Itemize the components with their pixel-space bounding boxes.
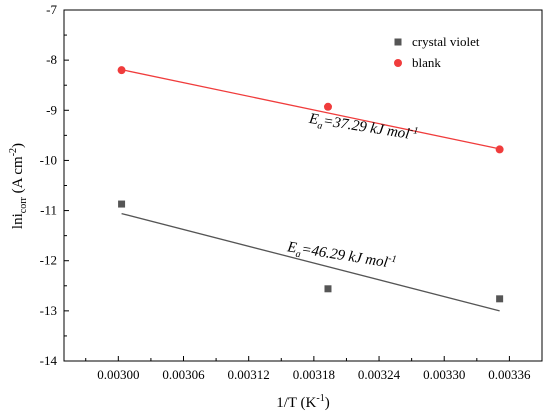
y-tick-label: -8 — [46, 52, 57, 67]
crystal-violet-point — [496, 295, 504, 303]
crystal-violet-fit-line — [121, 212, 500, 312]
annotations: Ea=37.29 kJ mol-1Ea=46.29 kJ mol-1 — [285, 109, 419, 271]
legend-marker-crystal-violet — [394, 38, 402, 46]
legend-label-blank: blank — [412, 55, 441, 70]
x-tick-label: 0.00300 — [97, 367, 139, 382]
x-tick-label: 0.00312 — [228, 367, 270, 382]
blank-point — [117, 66, 126, 75]
x-tick-label: 0.00324 — [358, 367, 401, 382]
legend: crystal violet blank — [394, 34, 480, 70]
y-tick-label: -11 — [40, 203, 57, 218]
y-axis-title: lnicorr (A cm-2) — [8, 143, 29, 229]
y-tick-label: -14 — [40, 353, 58, 368]
y-tick-label: -10 — [40, 152, 57, 167]
data-points — [117, 66, 504, 303]
legend-marker-blank — [394, 59, 402, 67]
x-tick-label: 0.00318 — [293, 367, 335, 382]
x-tick-label: 0.00330 — [423, 367, 465, 382]
x-tick-label: 0.00336 — [488, 367, 531, 382]
blank-fit-line — [121, 69, 500, 150]
legend-label-crystal-violet: crystal violet — [412, 34, 480, 49]
y-tick-label: -12 — [40, 253, 57, 268]
blank-point — [495, 145, 504, 154]
plot-frame — [63, 9, 543, 362]
crystal-violet-point — [118, 200, 126, 208]
x-tick-label: 0.00306 — [162, 367, 205, 382]
y-tick-label: -7 — [46, 2, 57, 17]
blank-ea-label: Ea=37.29 kJ mol-1 — [306, 109, 419, 147]
x-axis-title: 1/T (K-1) — [276, 393, 329, 411]
y-tick-label: -9 — [46, 102, 57, 117]
x-axis: 0.00300 0.00306 0.00312 0.00318 0.00324 0.003… — [85, 356, 531, 382]
y-axis: -7 -8 -9 -10 -11 -12 -13 -14 — [40, 2, 69, 368]
y-tick-label: -13 — [40, 303, 57, 318]
blank-point — [323, 102, 332, 111]
crystal-violet-point — [324, 285, 332, 293]
fit-lines — [121, 69, 500, 312]
